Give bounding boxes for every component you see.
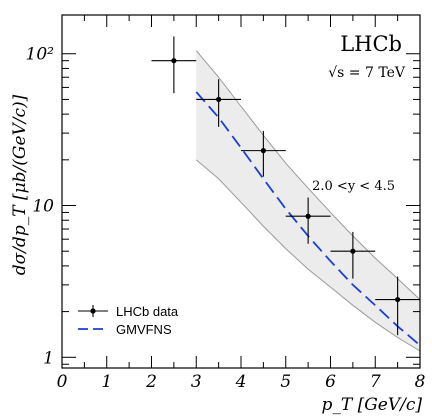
- legend-entry-lhcb-data: LHCb data: [78, 304, 179, 319]
- x-tick-label: 6: [325, 372, 336, 392]
- x-tick-label: 8: [415, 372, 426, 392]
- x-tick-label: 2: [145, 372, 157, 392]
- data-point-6: [375, 276, 420, 336]
- data-point-5: [330, 231, 376, 279]
- data-point-marker: [216, 96, 222, 103]
- legend-label-lhcb-data: LHCb data: [116, 304, 179, 319]
- data-point-marker: [350, 248, 356, 254]
- x-tick-label: 0: [57, 372, 68, 392]
- y-axis-label: dσ/dp_T [μb/(GeV/c)]: [10, 94, 30, 275]
- legend-entry-gmvfns: GMVFNS: [78, 322, 172, 337]
- data-points-layer: [151, 36, 420, 336]
- chart-subtitle: √s = 7 TeV: [328, 65, 406, 81]
- x-tick-label: 3: [191, 372, 202, 392]
- x-tick-label: 5: [280, 372, 291, 392]
- data-point-marker: [171, 58, 177, 64]
- legend-data-marker: [90, 308, 96, 314]
- x-tick-label: 4: [235, 372, 247, 392]
- chart-title: LHCb: [340, 32, 402, 56]
- data-point-marker: [260, 148, 266, 154]
- theory-band-lower-edge: [195, 159, 421, 352]
- data-point-4: [285, 197, 331, 244]
- x-axis-label: p_T [GeV/c]: [321, 395, 422, 415]
- theory-band-upper-edge: [195, 50, 421, 300]
- data-point-2: [196, 79, 241, 127]
- x-tick-label: 7: [370, 372, 381, 392]
- data-point-3: [241, 130, 286, 177]
- y-tick-label: 10²: [26, 45, 55, 65]
- data-point-marker: [305, 213, 311, 219]
- data-point-marker: [395, 296, 401, 303]
- data-point-1: [151, 36, 197, 94]
- y-tick-label: 1: [43, 348, 54, 368]
- x-tick-label: 1: [101, 372, 112, 392]
- y-tick-label: 10: [32, 197, 54, 217]
- rapidity-annotation: 2.0 <y < 4.5: [312, 179, 395, 194]
- legend-label-gmvfns: GMVFNS: [116, 322, 172, 337]
- legend: LHCb data GMVFNS: [78, 304, 179, 337]
